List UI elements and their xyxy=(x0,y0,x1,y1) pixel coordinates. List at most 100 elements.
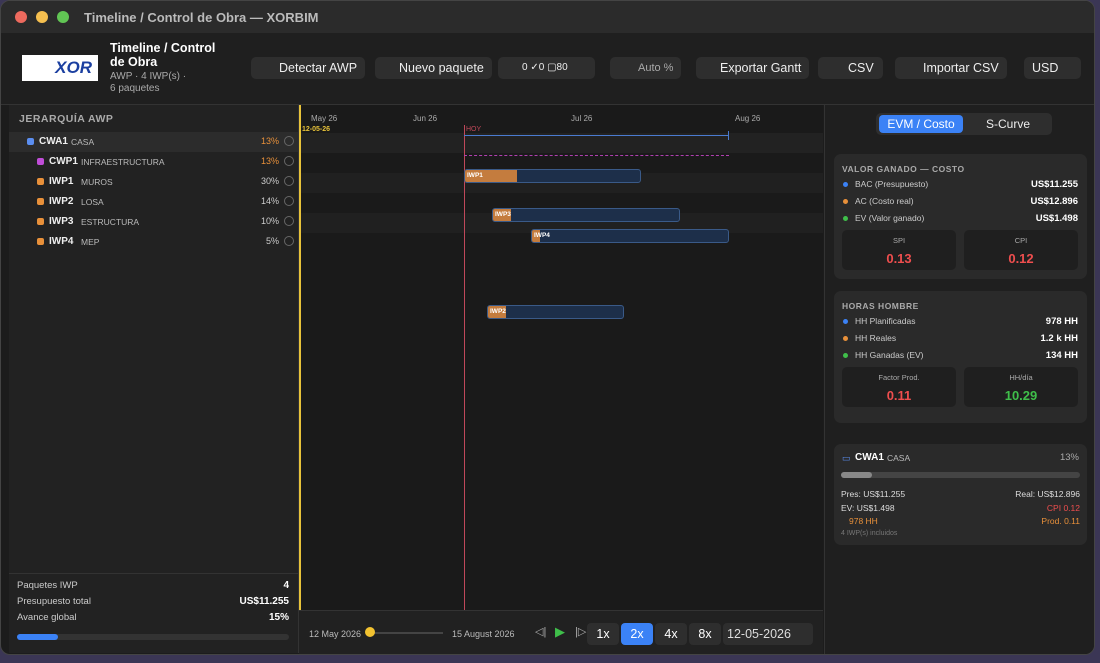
gantt-bar[interactable]: IWP2 xyxy=(487,305,624,319)
play[interactable]: ▶ xyxy=(555,624,565,639)
metric-tile: CPI 0.12 xyxy=(964,230,1078,270)
progress-fill xyxy=(17,634,58,640)
card-heading: VALOR GANADO — COSTO xyxy=(842,164,965,174)
minimize[interactable] xyxy=(36,11,48,23)
player-start: 12 May 2026 xyxy=(309,629,362,639)
legend-dot xyxy=(843,182,848,187)
row-value: 134 HH xyxy=(1045,350,1078,361)
date-field[interactable]: 12-05-2026 xyxy=(723,623,813,645)
tree-pct: 30% xyxy=(260,176,279,186)
progress-track xyxy=(17,634,289,640)
month-label: Jun 26 xyxy=(413,114,438,123)
status-icon xyxy=(284,156,294,166)
tree-pct: 14% xyxy=(260,196,279,206)
card-hh: 978 HH xyxy=(849,516,878,526)
row-label: HH Reales xyxy=(855,333,897,343)
cwa-end xyxy=(728,131,729,140)
start-line xyxy=(299,105,301,610)
card-name: CASA xyxy=(887,453,911,463)
header-subtitle: 6 paquetes xyxy=(110,83,160,94)
metric-label: SPI xyxy=(892,236,906,245)
scrubber[interactable] xyxy=(369,632,443,634)
csv-button[interactable]: CSV xyxy=(818,57,883,79)
gantt-bar[interactable]: IWP3 xyxy=(492,208,680,222)
bar-progress xyxy=(488,306,506,318)
tree-icon xyxy=(37,178,44,185)
cwp-span xyxy=(464,155,729,156)
close[interactable] xyxy=(15,11,27,23)
step-back[interactable]: ◁| xyxy=(535,626,547,638)
tree-code: IWP3 xyxy=(49,216,74,227)
row-label: BAC (Presupuesto) xyxy=(855,179,929,189)
scrubber-knob[interactable] xyxy=(365,627,375,637)
card-real: Real: US$12.896 xyxy=(1015,489,1080,499)
import-button[interactable]: Importar CSV xyxy=(895,57,1007,79)
gantt-bar[interactable]: IWP1 xyxy=(464,169,641,183)
side-panel: EVM / Costo S-Curve VALOR GANADO — COSTO… xyxy=(824,105,1094,654)
cwa-span xyxy=(464,135,729,136)
metric-tile: Factor Prod. 0.11 xyxy=(842,367,956,407)
row-label: HH Ganadas (EV) xyxy=(855,350,924,360)
tree-name: LOSA xyxy=(81,197,104,207)
row-label: HH Planificadas xyxy=(855,316,916,326)
tree-pct: 13% xyxy=(260,156,279,166)
legend-dot xyxy=(843,336,848,341)
bar-label: IWP2 xyxy=(490,308,506,315)
speed-button[interactable]: 1x xyxy=(587,623,619,645)
summary-label: Paquetes IWP xyxy=(17,580,78,591)
tree-name: MEP xyxy=(81,237,100,247)
row-band xyxy=(299,133,823,153)
tree-pct: 5% xyxy=(265,236,279,246)
tab[interactable]: S-Curve xyxy=(985,117,1030,131)
row-value: US$1.498 xyxy=(1035,213,1078,224)
row-band xyxy=(299,173,823,193)
speed-button[interactable]: 8x xyxy=(689,623,721,645)
row-label: AC (Costo real) xyxy=(855,196,914,206)
tree-panel: JERARQUÍA AWP CWA1 CASA 13% CWP1 INFRAESTRUC… xyxy=(9,105,299,653)
tab-active[interactable]: EVM / Costo xyxy=(879,115,963,133)
export-button[interactable]: Exportar Gantt xyxy=(696,57,810,79)
count: 0 xyxy=(538,62,545,73)
summary: Paquetes IWP 4 Presupuesto total US$11.255 A… xyxy=(9,573,298,654)
metric-value: 0.13 xyxy=(886,251,912,266)
status-icon xyxy=(284,136,294,146)
metric-label: Factor Prod. xyxy=(878,373,920,382)
bar-label: IWP4 xyxy=(534,232,550,239)
metric-value: 0.12 xyxy=(1008,251,1034,266)
row-value: 978 HH xyxy=(1045,316,1078,327)
gantt-body: 12-05-26 HOY May 26 Jun 26 Jul 26 Aug 26 IWP… xyxy=(299,105,823,610)
status-counts: 0 ✓0 ▢80 xyxy=(498,57,595,79)
zoom[interactable] xyxy=(57,11,69,23)
card-ev: EV: US$1.498 xyxy=(841,503,895,513)
start-date: 12-05-26 xyxy=(302,126,331,133)
bar-progress xyxy=(465,170,517,182)
new-package-button[interactable]: Nuevo paquete xyxy=(375,57,492,79)
card-pres: Pres: US$11.255 xyxy=(841,489,906,499)
tree-icon xyxy=(37,158,44,165)
summary-value: 4 xyxy=(283,580,289,591)
tree-code: IWP1 xyxy=(49,176,74,187)
header-title: Timeline / Control de Obra xyxy=(110,41,216,69)
currency-select[interactable]: USD xyxy=(1024,57,1081,79)
bar-label: IWP1 xyxy=(467,172,483,179)
summary-value: US$11.255 xyxy=(239,596,290,607)
gantt-bar[interactable]: IWP4 xyxy=(531,229,729,243)
speed-button[interactable]: 4x xyxy=(655,623,687,645)
tabs: EVM / Costo S-Curve xyxy=(876,113,1052,135)
card-cpi: CPI 0.12 xyxy=(1046,503,1080,513)
title-bar: Timeline / Control de Obra — XORBIM xyxy=(1,1,1094,33)
progress-track xyxy=(841,472,1080,478)
metric-value: 10.29 xyxy=(1004,388,1038,403)
month-label: May 26 xyxy=(311,114,338,123)
detect-button[interactable]: Detectar AWP xyxy=(251,57,366,79)
step-forward[interactable]: |▷ xyxy=(575,626,587,638)
speed-button[interactable]: 2x xyxy=(621,623,653,645)
card-code: CWA1 xyxy=(855,452,884,463)
auto-button[interactable]: Auto % xyxy=(610,57,682,79)
bar-label: IWP3 xyxy=(495,211,511,218)
today-label: HOY xyxy=(466,126,482,133)
metric-tile: SPI 0.13 xyxy=(842,230,956,270)
card-icon: ▭ xyxy=(842,453,851,463)
card: ▭ CWA1 CASA 13% Pres: US$11.255 Real: US$12.8… xyxy=(834,444,1087,545)
